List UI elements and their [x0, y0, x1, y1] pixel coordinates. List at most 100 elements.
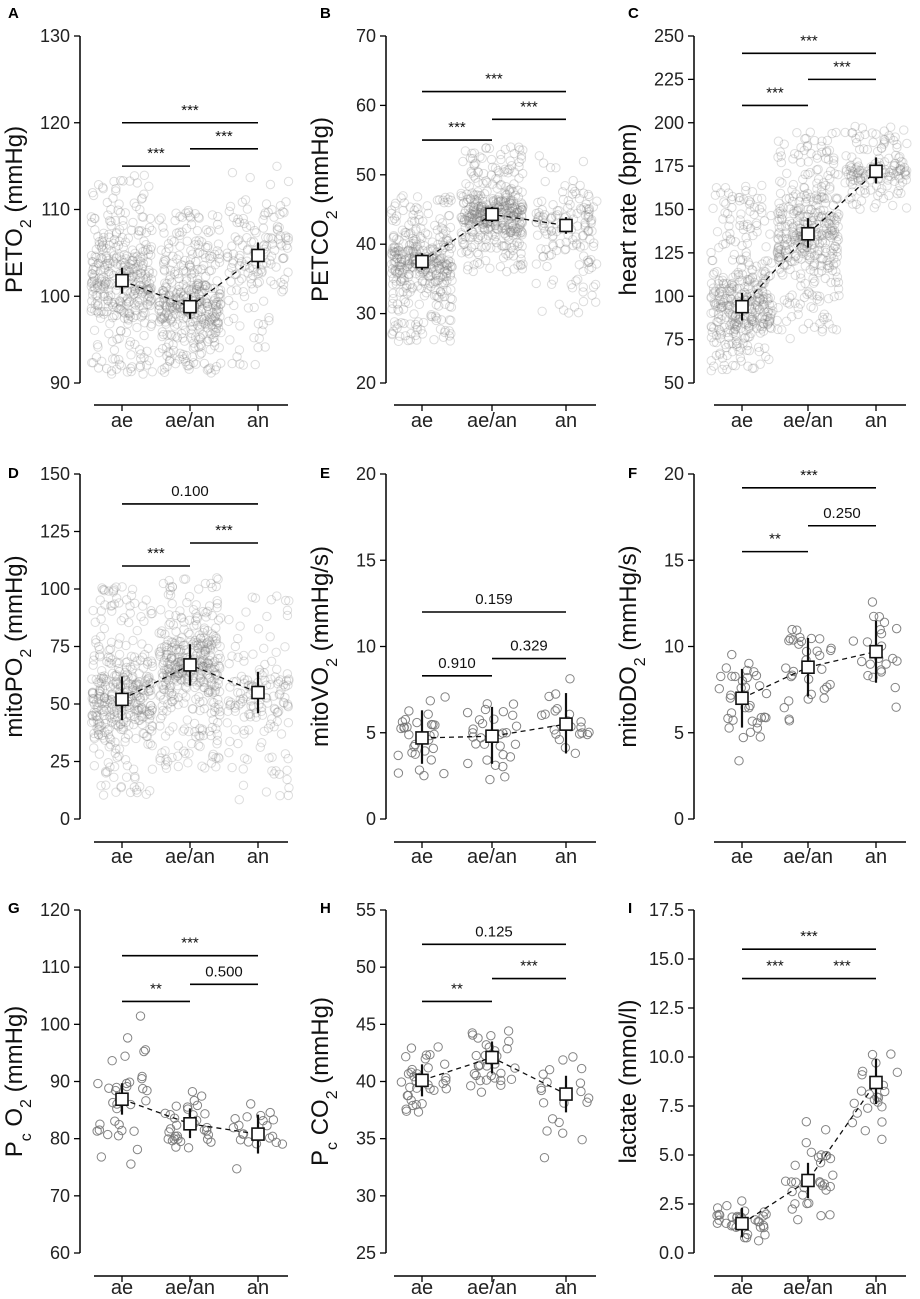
data-point [513, 260, 523, 270]
data-point [267, 234, 278, 244]
data-point [532, 230, 543, 240]
data-point [499, 207, 509, 217]
data-point [168, 251, 178, 262]
data-point [404, 255, 414, 266]
y-tick-label: 15 [356, 550, 376, 570]
data-point [114, 354, 124, 365]
data-point [144, 268, 154, 278]
data-point [106, 246, 117, 256]
data-point [406, 328, 416, 339]
data-point [101, 250, 111, 261]
data-point [435, 232, 445, 242]
data-point [516, 227, 527, 237]
y-tick-label: 50 [356, 165, 376, 185]
data-point [518, 145, 528, 155]
y-axis-label-part: c [324, 1142, 341, 1150]
data-point [427, 237, 438, 247]
data-point [142, 285, 152, 295]
data-point [438, 195, 448, 205]
data-point [196, 339, 206, 349]
data-point [411, 226, 421, 236]
data-point [120, 1051, 130, 1061]
y-tick-label: 15.0 [649, 949, 684, 969]
data-point [272, 664, 282, 675]
data-point [158, 259, 169, 269]
data-point [508, 245, 518, 256]
data-point [158, 288, 169, 298]
y-tick-label: 0 [366, 809, 376, 829]
data-point [246, 274, 256, 284]
y-tick-label: 30 [356, 304, 376, 324]
data-point [407, 284, 417, 294]
data-point [94, 237, 104, 247]
data-point [91, 290, 101, 301]
data-point [820, 1125, 831, 1135]
data-point [159, 311, 170, 321]
data-point [141, 240, 151, 250]
data-point [460, 206, 471, 216]
data-point [445, 192, 455, 202]
data-point [183, 758, 193, 768]
data-point [513, 192, 524, 202]
data-point [434, 260, 444, 271]
data-point [514, 216, 525, 226]
data-point [166, 315, 176, 325]
data-point [423, 709, 433, 719]
data-point [426, 311, 436, 321]
data-point [888, 200, 898, 211]
data-point [104, 232, 114, 242]
data-point [431, 315, 441, 326]
data-point [246, 279, 257, 289]
y-axis-label-part: P [1, 1141, 28, 1157]
mean-marker [869, 644, 883, 659]
data-point [458, 156, 468, 167]
data-point [507, 198, 517, 209]
data-point [124, 309, 135, 319]
data-point [107, 312, 118, 323]
data-point [110, 354, 120, 364]
data-point [204, 309, 214, 320]
data-point [233, 738, 243, 749]
data-point [143, 284, 153, 295]
data-point [202, 323, 212, 333]
data-point [410, 319, 421, 330]
mean-marker [183, 299, 197, 314]
data-point [438, 237, 448, 247]
x-tick-label: ae/an [783, 846, 833, 868]
data-point [409, 248, 419, 258]
data-point [393, 246, 403, 256]
data-point [172, 300, 183, 310]
data-point [402, 280, 412, 291]
data-point [120, 237, 131, 247]
data-point [435, 264, 445, 274]
data-point [89, 761, 100, 771]
y-axis-label: Pc CO2 (mmHg) [307, 997, 341, 1166]
data-point [190, 288, 200, 298]
data-point [392, 267, 402, 278]
data-point [142, 346, 152, 357]
data-point [501, 224, 511, 234]
data-point [469, 213, 479, 224]
data-point [389, 230, 399, 241]
data-point [211, 307, 222, 317]
data-point [398, 287, 408, 297]
data-point [590, 297, 601, 307]
data-point [437, 259, 447, 270]
y-axis-label-part: lactate (mmol/l) [615, 999, 642, 1163]
data-point [141, 285, 151, 295]
data-point [394, 245, 404, 256]
x-tick-label: an [865, 1277, 887, 1299]
data-point [119, 313, 130, 323]
data-point [399, 294, 409, 305]
data-point [500, 190, 511, 201]
data-point [214, 225, 224, 235]
data-point [405, 263, 416, 273]
data-point [263, 233, 273, 243]
data-point [416, 325, 426, 335]
data-point [241, 607, 251, 617]
data-point [438, 279, 448, 290]
data-point [489, 197, 499, 207]
significance-label: ** [150, 980, 162, 997]
data-point [471, 1070, 481, 1081]
data-point [398, 239, 409, 249]
